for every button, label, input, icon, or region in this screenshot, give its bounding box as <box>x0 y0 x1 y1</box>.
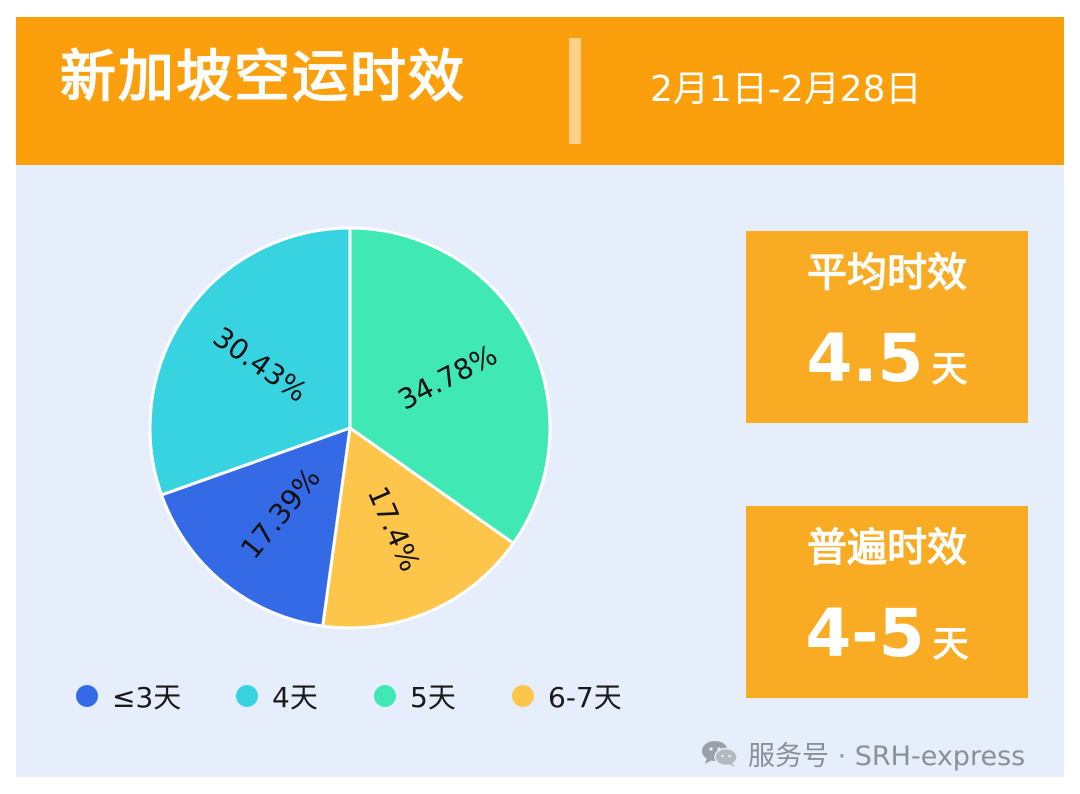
pie-slice-le3 <box>159 425 352 628</box>
page-title: 新加坡空运时效 <box>60 45 466 110</box>
date-range: 2月1日-2月28日 <box>650 69 922 110</box>
legend-label-le3: ≤3天 <box>112 681 182 714</box>
header-bar <box>16 17 1064 165</box>
average-time-value-row: 4.5 天 <box>746 326 1028 392</box>
common-time-box: 普遍时效 4-5 天 <box>746 506 1028 698</box>
common-time-value: 4-5 <box>805 595 925 672</box>
legend-item-le3: ≤3天 <box>76 680 181 714</box>
legend-label-5: 5天 <box>410 681 456 714</box>
legend-dot-4 <box>236 685 258 707</box>
legend-item-6-7: 6-7天 <box>512 680 622 714</box>
header-divider <box>569 38 581 144</box>
legend-dot-6-7 <box>512 685 534 707</box>
footer-account: 服务号 · SRH-express <box>700 734 1025 773</box>
pie-slice-6-7 <box>321 425 516 630</box>
legend-item-5: 5天 <box>374 680 456 714</box>
common-time-label: 普遍时效 <box>807 525 967 571</box>
common-time-value-row: 4-5 天 <box>746 601 1028 667</box>
legend-label-6-7: 6-7天 <box>548 681 622 714</box>
pie-slice-5 <box>348 226 552 546</box>
average-time-label: 平均时效 <box>807 250 967 296</box>
pie-slice-4 <box>148 226 352 497</box>
average-time-value: 4.5 <box>806 320 924 397</box>
average-time-box: 平均时效 4.5 天 <box>746 231 1028 423</box>
wechat-icon <box>702 740 738 767</box>
legend-dot-le3 <box>76 685 98 707</box>
common-time-unit: 天 <box>932 624 969 665</box>
legend-item-4: 4天 <box>236 680 318 714</box>
legend-dot-5 <box>374 685 396 707</box>
footer-text: 服务号 · SRH-express <box>748 741 1026 772</box>
legend-label-4: 4天 <box>272 681 318 714</box>
average-time-unit: 天 <box>931 349 968 390</box>
